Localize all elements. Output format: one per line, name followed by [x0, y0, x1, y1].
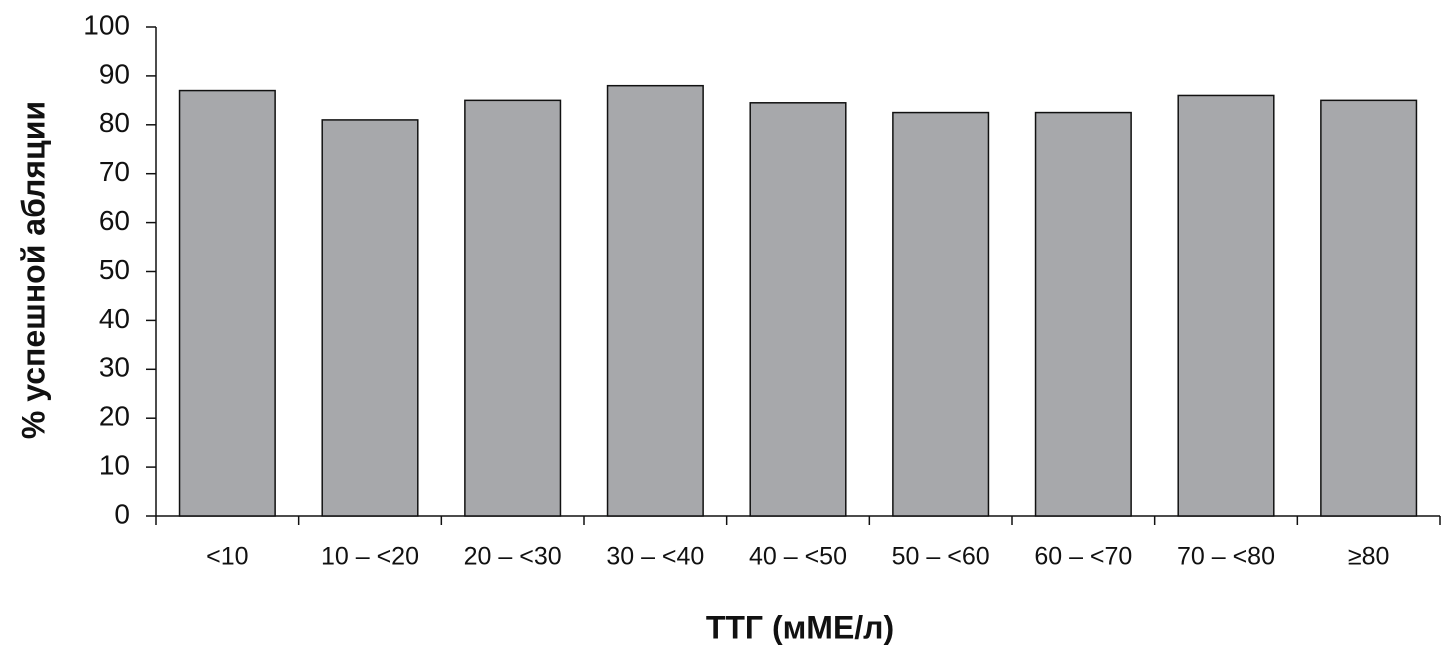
y-tick-label: 30	[99, 352, 130, 383]
x-tick-label: 40 – <50	[749, 543, 847, 571]
y-tick-label: 50	[99, 254, 130, 285]
bar	[749, 102, 847, 517]
bar	[464, 99, 562, 517]
y-tick-label: 70	[99, 156, 130, 187]
bar	[1177, 94, 1275, 517]
x-tick-label: 60 – <70	[1034, 543, 1132, 571]
x-tick-label: 70 – <80	[1177, 543, 1275, 571]
y-tick-label: 0	[114, 498, 130, 529]
y-tick-label: 80	[99, 107, 130, 138]
y-tick-label: 100	[83, 9, 130, 40]
y-tick-label: 90	[99, 58, 130, 89]
x-tick-label: 30 – <40	[606, 543, 704, 571]
bar	[321, 119, 419, 517]
y-axis-title: % успешной абляции	[15, 101, 51, 439]
x-tick-label: 50 – <60	[892, 543, 990, 571]
bar	[892, 111, 990, 517]
x-tick-label: 10 – <20	[321, 543, 419, 571]
x-tick-label: ≥80	[1348, 543, 1390, 571]
bar	[178, 89, 276, 517]
bar	[606, 84, 704, 517]
bar	[1034, 111, 1132, 517]
bar	[1320, 99, 1418, 517]
x-tick-label: 20 – <30	[464, 543, 562, 571]
y-tick-label: 40	[99, 303, 130, 334]
y-tick-label: 10	[99, 449, 130, 480]
x-axis-title: ТТГ (мМЕ/л)	[706, 609, 894, 645]
y-tick-label: 60	[99, 205, 130, 236]
y-tick-label: 20	[99, 401, 130, 432]
x-tick-label: <10	[206, 543, 248, 571]
